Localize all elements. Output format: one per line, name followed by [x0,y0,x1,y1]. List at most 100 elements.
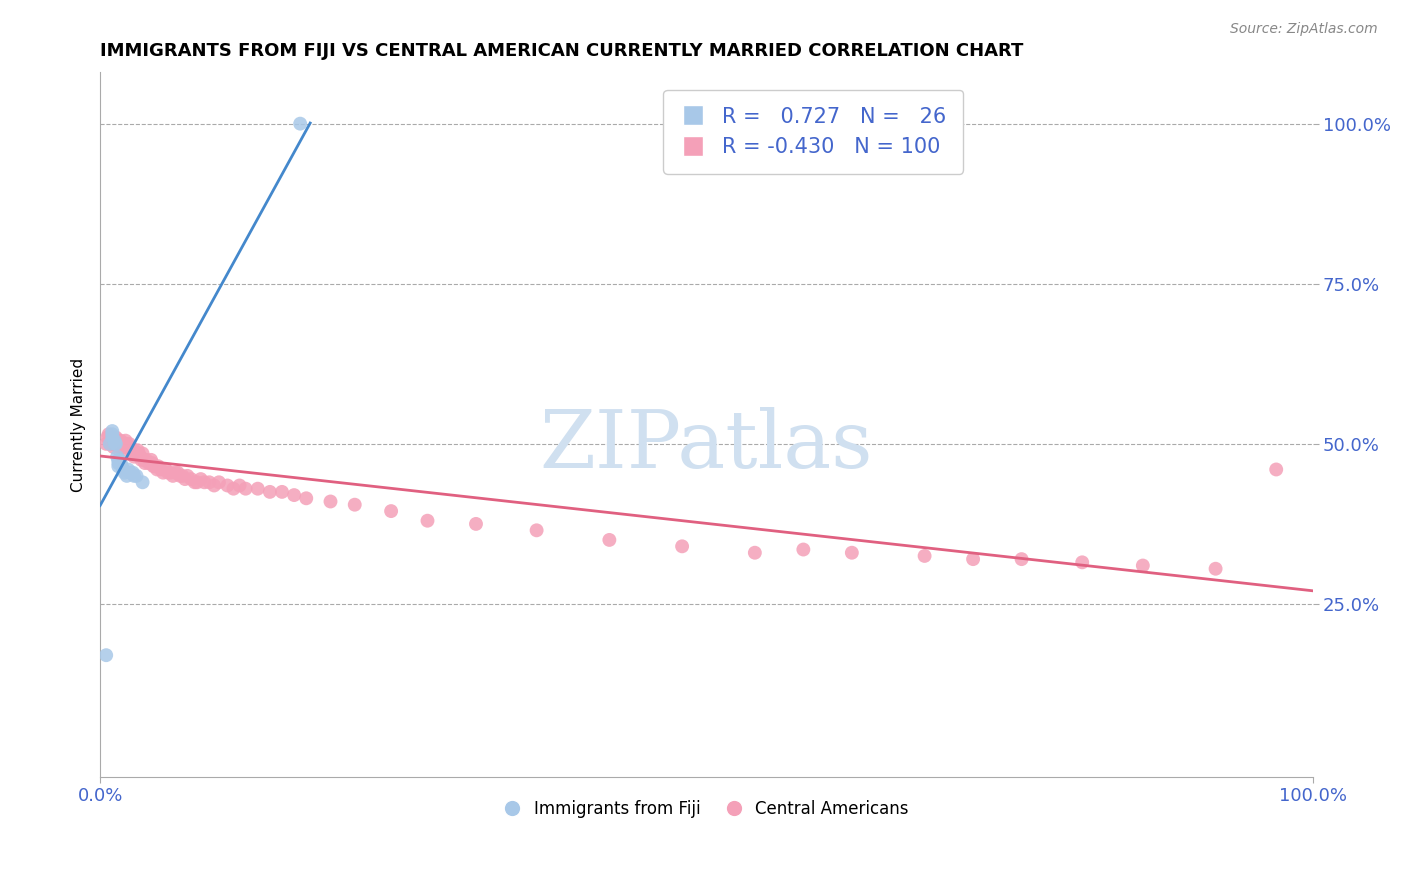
Point [121,446,143,460]
Point [228,478,250,492]
Point [190,472,212,486]
Point [125,468,148,483]
Point [108,437,131,451]
Point [380,504,402,518]
Point [235,482,257,496]
Point [121,443,143,458]
Point [1265,462,1288,476]
Point [108,440,131,454]
Point [155,462,177,476]
Point [115,468,138,483]
Point [97,427,120,442]
Point [111,437,134,451]
Point [186,475,208,490]
Point [120,440,142,454]
Point [131,453,153,467]
Point [112,466,135,480]
Point [108,456,131,470]
Point [121,466,143,480]
Point [110,437,132,451]
Point [122,443,145,458]
Legend: Immigrants from Fiji, Central Americans: Immigrants from Fiji, Central Americans [498,794,915,825]
Point [96,648,118,663]
Point [107,456,129,470]
Text: Source: ZipAtlas.com: Source: ZipAtlas.com [1230,22,1378,37]
Point [125,446,148,460]
Point [96,430,118,444]
Point [101,424,124,438]
Point [180,472,202,486]
Point [841,546,863,560]
Point [157,466,180,480]
Point [465,516,488,531]
Point [128,446,150,460]
Point [112,437,135,451]
Point [165,466,187,480]
Point [112,437,135,451]
Point [127,443,149,458]
Point [139,453,162,467]
Point [343,498,366,512]
Point [143,459,166,474]
Point [259,484,281,499]
Point [122,468,145,483]
Point [295,491,318,506]
Point [104,434,127,448]
Point [134,456,156,470]
Point [792,542,814,557]
Point [744,546,766,560]
Point [222,482,245,496]
Point [118,437,141,451]
Point [193,475,215,490]
Point [104,430,127,444]
Point [101,430,124,444]
Point [117,443,139,458]
Point [114,434,136,448]
Point [107,437,129,451]
Point [98,437,121,451]
Point [124,446,146,460]
Point [1011,552,1033,566]
Point [172,468,194,483]
Point [319,494,342,508]
Point [132,453,155,467]
Point [141,456,163,470]
Point [526,524,548,538]
Point [107,459,129,474]
Point [104,437,127,451]
Text: IMMIGRANTS FROM FIJI VS CENTRAL AMERICAN CURRENTLY MARRIED CORRELATION CHART: IMMIGRANTS FROM FIJI VS CENTRAL AMERICAN… [100,42,1024,60]
Point [169,468,191,483]
Point [159,466,181,480]
Point [208,475,231,490]
Point [176,468,198,483]
Point [183,475,205,490]
Point [131,475,153,490]
Point [96,437,118,451]
Point [101,427,124,442]
Point [111,459,134,474]
Point [110,434,132,448]
Point [139,456,162,470]
Point [202,478,225,492]
Point [198,475,221,490]
Point [283,488,305,502]
Point [107,434,129,448]
Point [98,437,121,451]
Point [146,462,169,476]
Point [120,466,142,480]
Point [101,430,124,444]
Point [104,437,127,451]
Point [104,437,127,451]
Point [914,549,936,563]
Point [107,453,129,467]
Point [290,117,312,131]
Point [122,450,145,464]
Point [246,482,269,496]
Point [671,539,693,553]
Point [1071,555,1094,569]
Point [110,456,132,470]
Point [217,478,239,492]
Point [112,440,135,454]
Point [101,437,124,451]
Point [174,472,197,486]
